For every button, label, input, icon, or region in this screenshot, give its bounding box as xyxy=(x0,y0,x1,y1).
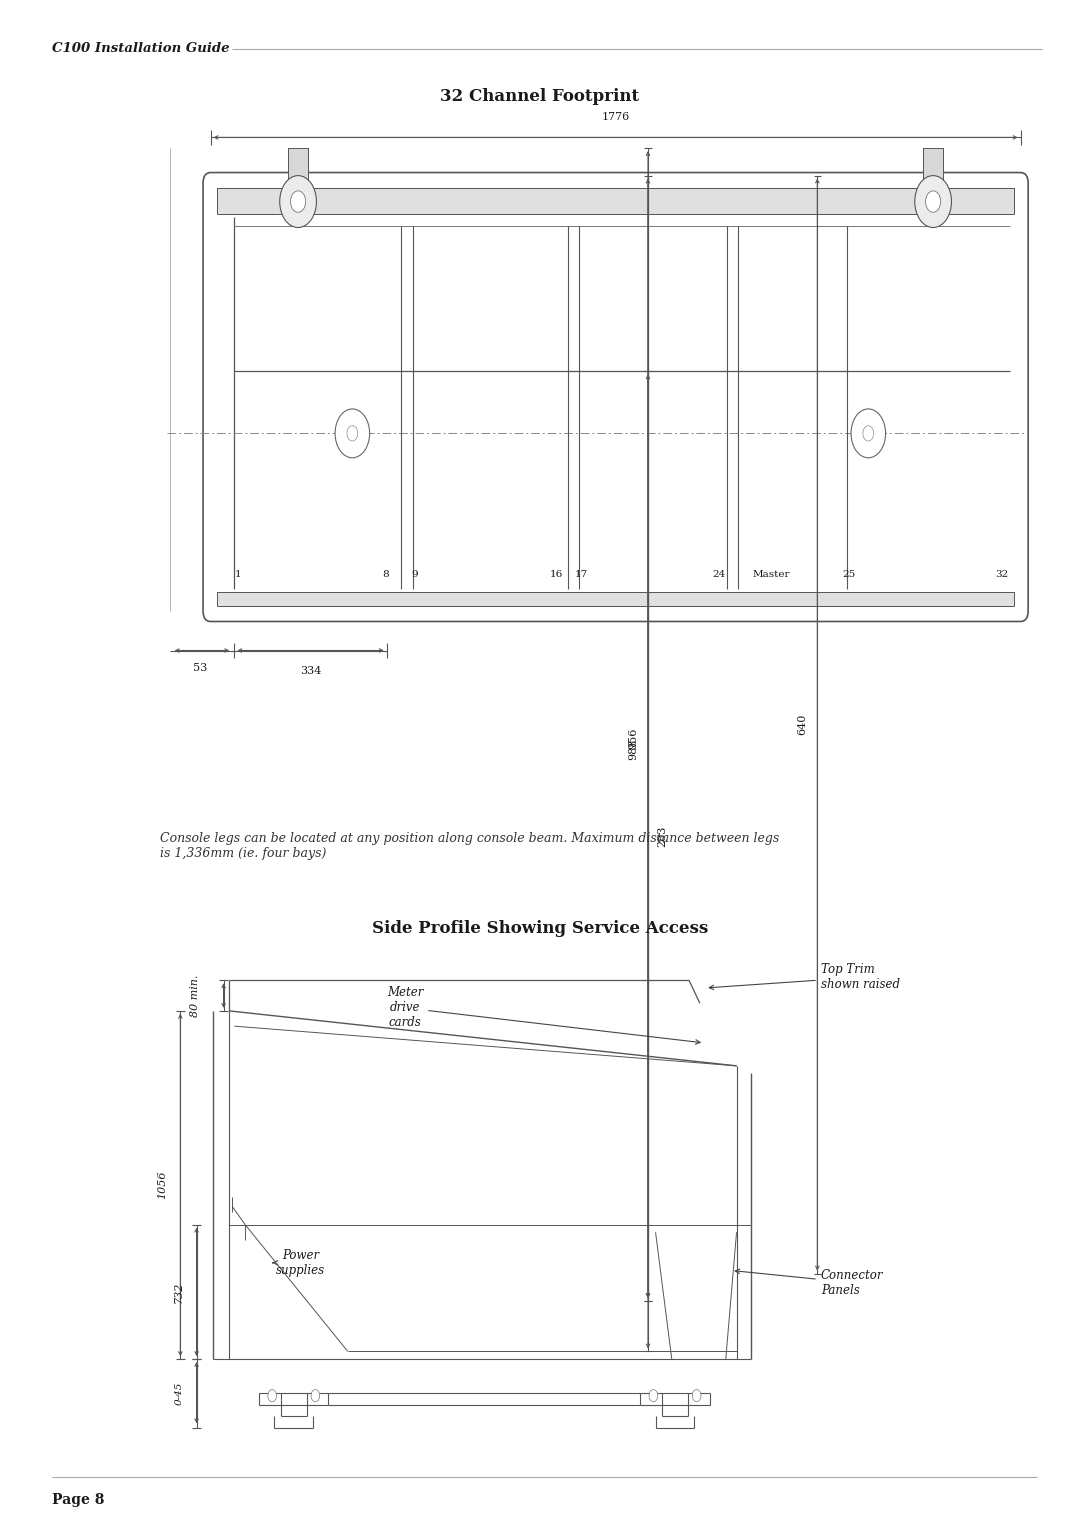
Circle shape xyxy=(851,409,886,458)
Text: 32: 32 xyxy=(996,570,1009,579)
Circle shape xyxy=(926,191,941,212)
Text: +: + xyxy=(865,429,872,437)
Text: 1776: 1776 xyxy=(602,111,630,122)
Circle shape xyxy=(692,1390,701,1402)
Text: 732: 732 xyxy=(174,1281,184,1303)
Text: 8: 8 xyxy=(382,570,389,579)
Text: 53: 53 xyxy=(192,663,207,673)
Text: 24: 24 xyxy=(713,570,726,579)
Bar xyxy=(217,188,1014,214)
Text: Master: Master xyxy=(752,570,789,579)
Text: +: + xyxy=(930,197,936,206)
Text: 0-45: 0-45 xyxy=(175,1382,184,1405)
Text: 25: 25 xyxy=(842,570,856,579)
Text: 17: 17 xyxy=(575,570,588,579)
Circle shape xyxy=(311,1390,320,1402)
Text: 640: 640 xyxy=(798,715,808,734)
FancyBboxPatch shape xyxy=(203,173,1028,621)
Text: 16: 16 xyxy=(550,570,563,579)
Text: Connector
Panels: Connector Panels xyxy=(735,1269,883,1296)
Text: Meter
drive
cards: Meter drive cards xyxy=(387,986,700,1044)
Text: Side Profile Showing Service Access: Side Profile Showing Service Access xyxy=(372,919,708,938)
Text: Top Trim
shown raised: Top Trim shown raised xyxy=(710,964,900,991)
Text: 988: 988 xyxy=(629,739,638,760)
Bar xyxy=(288,148,308,186)
Circle shape xyxy=(291,191,306,212)
Text: 80 min.: 80 min. xyxy=(190,974,200,1017)
Circle shape xyxy=(649,1390,658,1402)
Text: Power
supplies: Power supplies xyxy=(273,1249,325,1277)
Circle shape xyxy=(863,426,874,441)
Text: C100 Installation Guide: C100 Installation Guide xyxy=(52,43,229,55)
Text: +: + xyxy=(295,197,301,206)
Circle shape xyxy=(268,1390,276,1402)
Circle shape xyxy=(335,409,369,458)
Text: Console legs can be located at any position along console beam. Maximum distance: Console legs can be located at any posit… xyxy=(160,832,779,860)
Bar xyxy=(923,148,943,186)
Text: 9: 9 xyxy=(411,570,418,579)
Bar xyxy=(217,592,1014,606)
Text: +: + xyxy=(350,429,355,437)
Text: 1: 1 xyxy=(235,570,242,579)
Text: 283: 283 xyxy=(658,826,667,847)
Text: Page 8: Page 8 xyxy=(52,1493,104,1507)
Text: 334: 334 xyxy=(300,666,321,676)
Text: 956: 956 xyxy=(629,728,638,748)
Circle shape xyxy=(347,426,357,441)
Circle shape xyxy=(915,176,951,228)
Text: 32 Channel Footprint: 32 Channel Footprint xyxy=(441,87,639,105)
Text: 1056: 1056 xyxy=(158,1171,167,1199)
Circle shape xyxy=(280,176,316,228)
